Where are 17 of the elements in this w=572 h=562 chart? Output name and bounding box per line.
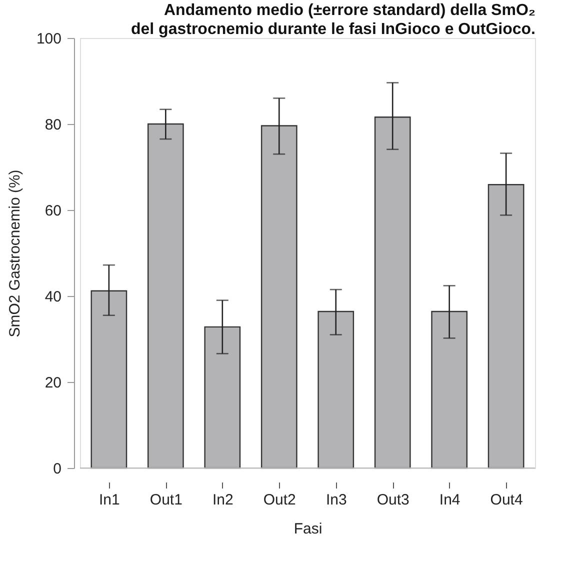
x-tick-label: In1 — [99, 492, 120, 508]
x-axis-title: Fasi — [294, 520, 322, 538]
x-tick-label: Out2 — [263, 492, 296, 508]
x-tick-label: In2 — [212, 492, 234, 508]
x-tick-label: In4 — [439, 492, 460, 508]
x-tick-label: Out3 — [376, 492, 410, 508]
x-tick-label: Out4 — [490, 492, 523, 508]
y-tick-label: 20 — [44, 374, 62, 392]
y-tick-label: 80 — [44, 116, 62, 134]
y-tick-label: 100 — [36, 30, 62, 48]
chart-title: Andamento medio (±errore standard) della SmO₂ del gastrocnemio durante le fasi InGioco e OutGioco. — [130, 2, 536, 38]
y-tick-label: 0 — [53, 460, 62, 478]
y-tick-label: 60 — [44, 202, 62, 220]
x-tick-label: Out1 — [150, 492, 182, 508]
x-tick-label: In3 — [326, 492, 347, 508]
y-axis-title: SmO2 Gastrocnemio (%) — [6, 170, 24, 338]
y-tick-label: 40 — [44, 288, 62, 306]
